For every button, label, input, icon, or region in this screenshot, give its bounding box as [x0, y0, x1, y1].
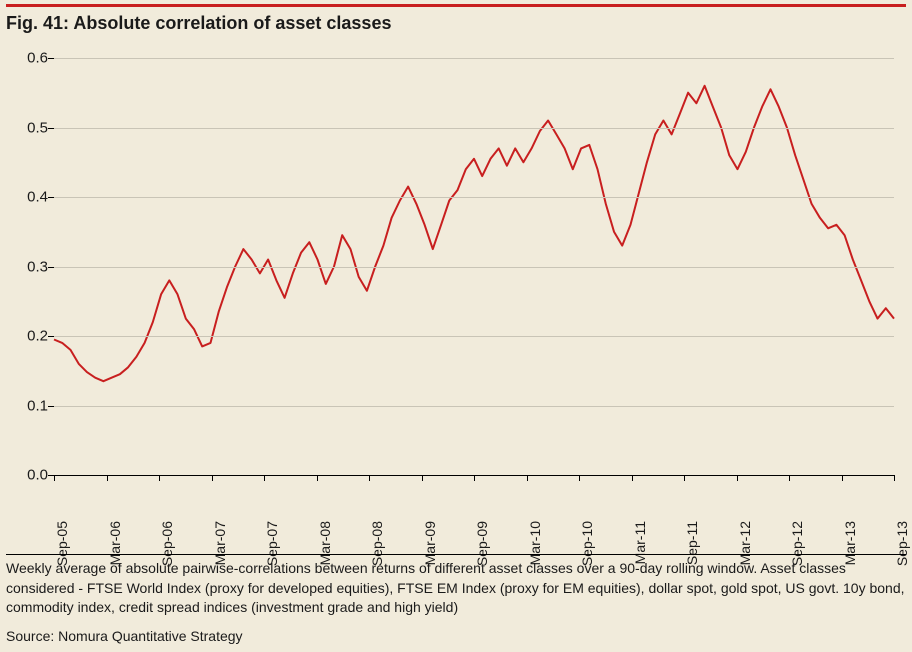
xtick-mark — [317, 475, 318, 481]
plot-area: 0.00.10.20.30.40.50.6Sep-05Mar-06Sep-06M… — [54, 58, 894, 476]
figure-caption: Weekly average of absolute pairwise-corr… — [6, 559, 906, 618]
ytick-label: 0.6 — [12, 50, 48, 67]
ytick-label: 0.0 — [12, 467, 48, 484]
ytick-mark — [48, 406, 54, 407]
xtick-mark — [789, 475, 790, 481]
ytick-label: 0.2 — [12, 328, 48, 345]
ytick-label: 0.4 — [12, 189, 48, 206]
gridline — [54, 267, 894, 268]
xtick-mark — [684, 475, 685, 481]
ytick-label: 0.5 — [12, 119, 48, 136]
xtick-mark — [527, 475, 528, 481]
xtick-mark — [579, 475, 580, 481]
ytick-mark — [48, 197, 54, 198]
xtick-mark — [264, 475, 265, 481]
chart-container: 0.00.10.20.30.40.50.6Sep-05Mar-06Sep-06M… — [6, 54, 906, 544]
figure-source: Source: Nomura Quantitative Strategy — [6, 628, 906, 644]
xtick-mark — [422, 475, 423, 481]
ytick-mark — [48, 128, 54, 129]
ytick-label: 0.3 — [12, 258, 48, 275]
xtick-mark — [159, 475, 160, 481]
xtick-mark — [842, 475, 843, 481]
figure-footer: Weekly average of absolute pairwise-corr… — [6, 554, 906, 644]
gridline — [54, 128, 894, 129]
ytick-mark — [48, 336, 54, 337]
gridline — [54, 336, 894, 337]
xtick-mark — [632, 475, 633, 481]
ytick-mark — [48, 267, 54, 268]
xtick-mark — [474, 475, 475, 481]
xtick-mark — [54, 475, 55, 481]
gridline — [54, 406, 894, 407]
xtick-mark — [894, 475, 895, 481]
xtick-mark — [212, 475, 213, 481]
xtick-mark — [369, 475, 370, 481]
title-bar: Fig. 41: Absolute correlation of asset c… — [6, 4, 906, 34]
gridline — [54, 197, 894, 198]
xtick-mark — [107, 475, 108, 481]
xtick-mark — [737, 475, 738, 481]
ytick-mark — [48, 58, 54, 59]
ytick-label: 0.1 — [12, 397, 48, 414]
gridline — [54, 58, 894, 59]
figure-title: Fig. 41: Absolute correlation of asset c… — [6, 13, 906, 34]
